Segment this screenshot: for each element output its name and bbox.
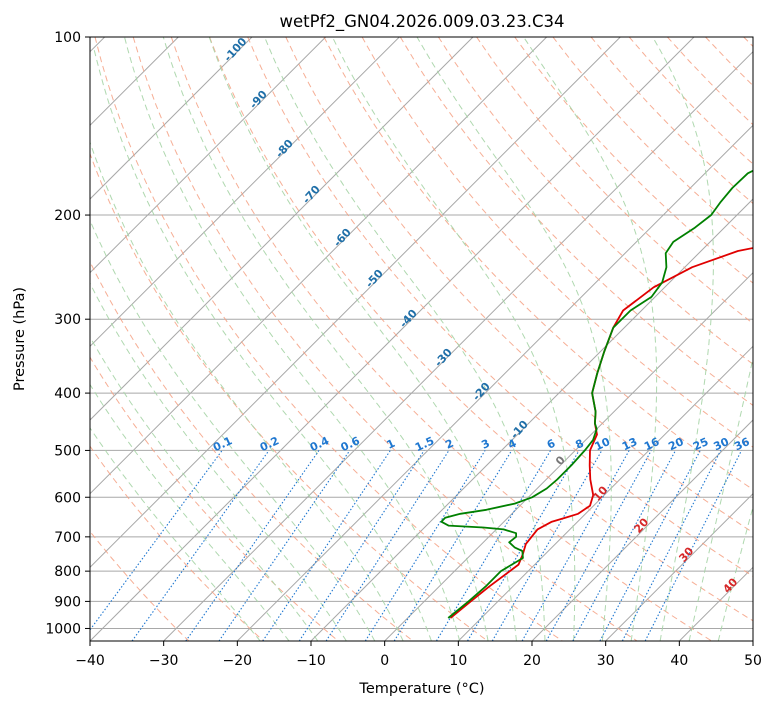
mixing-ratio-line bbox=[90, 450, 223, 631]
mixing-ratio-line bbox=[491, 450, 603, 641]
mixing-ratio-line bbox=[364, 450, 486, 641]
profile-lines bbox=[440, 169, 753, 619]
mixing-ratio-label: 25 bbox=[691, 435, 710, 453]
dry-adiabat-line bbox=[170, 37, 712, 641]
isotherm-line bbox=[605, 492, 753, 641]
x-tick-label: −40 bbox=[75, 653, 105, 669]
mixing-ratio-line bbox=[572, 450, 677, 641]
moist-adiabat-line bbox=[416, 37, 612, 641]
isotherm-line bbox=[236, 124, 753, 641]
y-tick-label: 200 bbox=[54, 208, 81, 224]
y-tick-label: 700 bbox=[54, 530, 81, 546]
dry-adiabat-line bbox=[285, 37, 753, 534]
mixing-ratio-line bbox=[545, 450, 652, 641]
moist-adiabat-line bbox=[90, 282, 347, 641]
y-tick-label: 500 bbox=[54, 443, 81, 459]
plot-background bbox=[90, 37, 753, 641]
y-axis-title: Pressure (hPa) bbox=[12, 287, 28, 391]
x-tick-label: −20 bbox=[223, 653, 253, 669]
moist-adiabat-line bbox=[717, 505, 753, 641]
moist-adiabat-line bbox=[90, 336, 319, 641]
moist-adiabat-line bbox=[208, 37, 517, 641]
y-tick-label: 600 bbox=[54, 490, 81, 506]
dry-adiabat-line bbox=[90, 260, 414, 641]
dry-adiabat-line bbox=[94, 37, 563, 641]
mixing-ratio-label: 30 bbox=[712, 435, 732, 453]
dry-adiabat-line bbox=[209, 37, 753, 622]
moist-adiabat-line bbox=[90, 140, 404, 641]
isotherm-line bbox=[90, 37, 695, 641]
moist-adiabat-line bbox=[331, 37, 576, 641]
x-tick-label: 20 bbox=[523, 653, 541, 669]
mixing-ratio-line bbox=[131, 450, 270, 641]
x-tick-label: −30 bbox=[149, 653, 179, 669]
isotherm-line bbox=[90, 37, 327, 274]
y-tick-label: 800 bbox=[54, 564, 81, 580]
background-lines bbox=[90, 37, 753, 641]
mixing-ratio-line bbox=[218, 450, 351, 641]
x-tick-label: −10 bbox=[296, 653, 326, 669]
x-axis: −40 −30 −20 −10 0 10 20 30 40 50 bbox=[75, 641, 762, 669]
isotherm-line bbox=[163, 50, 753, 641]
isotherm-line bbox=[90, 37, 474, 421]
mixing-ratio-line bbox=[621, 450, 722, 641]
moist-adiabat-line bbox=[90, 219, 376, 641]
moist-adiabat-line bbox=[162, 37, 489, 641]
mixing-ratio-line bbox=[644, 450, 742, 641]
isotherm-line bbox=[531, 419, 753, 641]
chart-title: wetPf2_GN04.2026.009.03.23.C34 bbox=[280, 12, 565, 32]
dry-adiabat-line bbox=[132, 37, 638, 641]
x-tick-label: 30 bbox=[597, 653, 615, 669]
mixing-ratio-label: 20 bbox=[666, 435, 686, 453]
moist-adiabat-line bbox=[523, 37, 658, 641]
y-tick-label: 400 bbox=[54, 386, 81, 402]
dry-adiabat-line bbox=[476, 37, 753, 325]
isotherm-line bbox=[457, 345, 753, 641]
y-tick-label: 1000 bbox=[45, 621, 81, 637]
dry-adiabat-line bbox=[323, 37, 753, 491]
mixing-ratio-line bbox=[298, 450, 425, 641]
mixing-ratio-label: 16 bbox=[642, 435, 662, 453]
isotherm-line bbox=[90, 37, 400, 348]
mixing-ratio-label: 13 bbox=[620, 435, 639, 453]
y-axis: 100 200 300 400 500 600 700 800 900 1000 bbox=[45, 30, 90, 637]
isotherm-line bbox=[90, 37, 548, 495]
y-tick-label: 900 bbox=[54, 594, 81, 610]
mixing-ratio-line bbox=[325, 450, 450, 641]
isotherm-line bbox=[384, 271, 753, 641]
moist-adiabat-line bbox=[652, 37, 714, 641]
x-tick-label: 0 bbox=[380, 653, 389, 669]
moist-adiabat-line bbox=[90, 383, 290, 641]
dry-adiabat-line bbox=[247, 37, 753, 577]
x-axis-title: Temperature (°C) bbox=[358, 681, 484, 697]
plot-frame bbox=[89, 36, 754, 642]
x-tick-label: 10 bbox=[449, 653, 467, 669]
dry-adiabat-line bbox=[437, 37, 753, 365]
isotherm-line bbox=[90, 37, 621, 569]
isotherm-line bbox=[752, 640, 753, 641]
y-tick-label: 300 bbox=[54, 312, 81, 328]
moist-adiabat-line bbox=[93, 49, 432, 641]
mixing-ratio-label: 10 bbox=[593, 435, 613, 453]
x-tick-label: 50 bbox=[744, 653, 762, 669]
dry-adiabat-line bbox=[90, 152, 488, 641]
moist-adiabat-line bbox=[264, 37, 546, 641]
mixing-ratio-line bbox=[521, 450, 630, 641]
isotherm-line bbox=[90, 37, 253, 200]
mixing-ratio-line bbox=[393, 450, 513, 641]
dry-adiabat-line bbox=[90, 445, 264, 641]
dewpoint-line bbox=[440, 169, 753, 619]
mixing-ratio-line bbox=[185, 450, 320, 641]
x-tick-label: 40 bbox=[670, 653, 688, 669]
mixing-ratio-line bbox=[599, 450, 701, 641]
moist-adiabat-line bbox=[688, 355, 753, 641]
moist-adiabat-line bbox=[90, 426, 261, 641]
y-tick-label: 100 bbox=[54, 30, 81, 46]
mixing-ratio-label: 36 bbox=[732, 435, 752, 453]
moist-adiabat-line bbox=[124, 37, 461, 641]
